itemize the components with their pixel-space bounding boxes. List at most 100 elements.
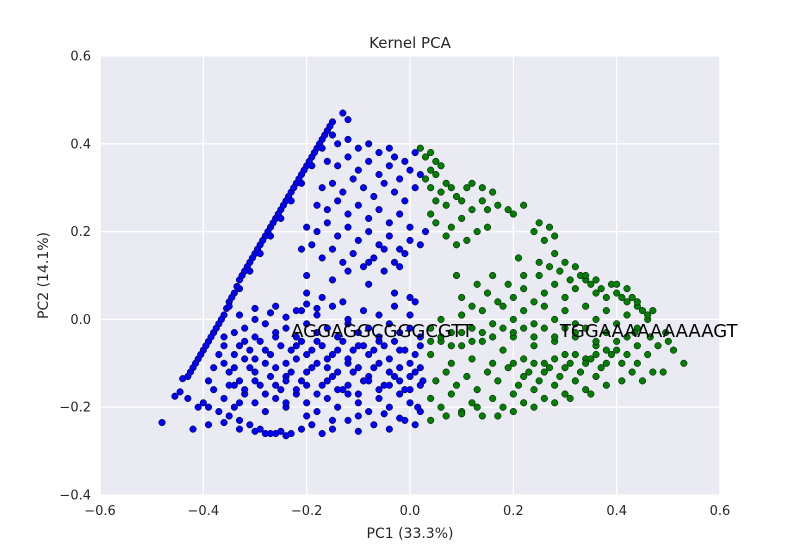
sequence-annotation: TGGAAAAAAAAAGT — [559, 321, 739, 342]
blue-point — [313, 359, 321, 367]
green-point — [427, 166, 435, 174]
blue-point — [282, 313, 290, 321]
green-point — [520, 324, 528, 332]
blue-point — [396, 210, 404, 218]
blue-point — [354, 236, 362, 244]
green-point — [587, 355, 595, 363]
green-point — [520, 355, 528, 363]
blue-point — [339, 109, 347, 117]
blue-point — [401, 157, 409, 165]
green-point — [458, 329, 466, 337]
blue-point — [411, 421, 419, 429]
green-point — [644, 350, 652, 359]
green-point — [427, 337, 435, 345]
green-point — [437, 333, 445, 341]
green-point — [654, 342, 662, 350]
blue-point — [256, 250, 264, 258]
blue-point — [380, 410, 388, 418]
blue-point — [251, 333, 259, 341]
green-point — [649, 368, 657, 376]
blue-point — [199, 399, 207, 407]
blue-point — [396, 377, 404, 385]
blue-point — [416, 241, 424, 249]
green-point — [452, 271, 461, 280]
blue-point — [259, 236, 267, 244]
green-point — [551, 315, 559, 323]
blue-point — [406, 293, 414, 302]
green-point — [478, 307, 486, 315]
blue-point — [272, 381, 280, 389]
blue-point — [313, 304, 321, 312]
green-point — [458, 342, 466, 350]
green-point — [442, 368, 450, 376]
blue-point — [359, 263, 368, 271]
green-point — [478, 184, 486, 192]
green-point — [437, 315, 445, 323]
blue-point — [261, 390, 269, 398]
blue-point — [266, 350, 275, 359]
y-tick-label: 0.6 — [70, 50, 91, 65]
blue-point — [414, 403, 422, 411]
blue-point — [272, 329, 280, 337]
blue-point — [365, 258, 373, 266]
blue-point — [406, 166, 414, 174]
blue-point — [406, 311, 414, 319]
green-point — [623, 298, 631, 306]
blue-point — [321, 131, 329, 139]
blue-point — [303, 412, 311, 420]
blue-point — [370, 364, 378, 372]
green-point — [432, 170, 440, 179]
blue-point — [235, 285, 244, 293]
blue-point — [411, 350, 419, 359]
green-point — [633, 359, 641, 367]
scatter-points — [158, 109, 688, 440]
green-point — [447, 342, 455, 350]
blue-point — [411, 368, 419, 376]
blue-point — [390, 302, 399, 310]
green-point — [628, 293, 636, 302]
blue-point — [334, 197, 342, 205]
blue-point — [411, 298, 419, 306]
green-point — [587, 280, 595, 288]
blue-point — [365, 408, 373, 416]
annotations: AGGAGGCGGGCGTT TGGAAAAAAAAAGT — [291, 321, 738, 342]
green-point — [633, 298, 641, 306]
green-point — [530, 298, 538, 306]
blue-point — [375, 386, 383, 394]
blue-point — [416, 342, 424, 350]
blue-point — [300, 166, 308, 174]
green-point — [473, 228, 481, 236]
green-point — [432, 377, 440, 385]
blue-point — [313, 311, 321, 319]
blue-point — [390, 372, 399, 381]
blue-point — [396, 364, 404, 372]
blue-point — [246, 346, 254, 354]
green-point — [545, 263, 554, 271]
green-point — [535, 377, 543, 385]
blue-point — [266, 372, 275, 381]
green-point — [468, 399, 476, 407]
blue-point — [411, 184, 419, 192]
blue-point — [235, 377, 244, 385]
green-point — [499, 346, 507, 354]
green-point — [561, 350, 569, 359]
blue-point — [235, 425, 244, 433]
green-point — [551, 250, 559, 258]
blue-point — [256, 337, 264, 345]
green-point — [520, 399, 528, 407]
blue-point — [287, 368, 295, 376]
blue-point — [401, 250, 409, 258]
green-point — [571, 329, 579, 337]
blue-point — [390, 258, 399, 266]
green-point — [447, 390, 455, 398]
blue-point — [354, 412, 362, 420]
blue-point — [344, 355, 352, 363]
green-point — [442, 179, 450, 187]
blue-point — [354, 166, 362, 174]
blue-point — [406, 399, 414, 407]
green-point — [504, 364, 512, 372]
blue-point — [220, 359, 228, 367]
green-point — [463, 184, 471, 192]
blue-point — [217, 315, 225, 323]
green-point — [494, 377, 502, 385]
